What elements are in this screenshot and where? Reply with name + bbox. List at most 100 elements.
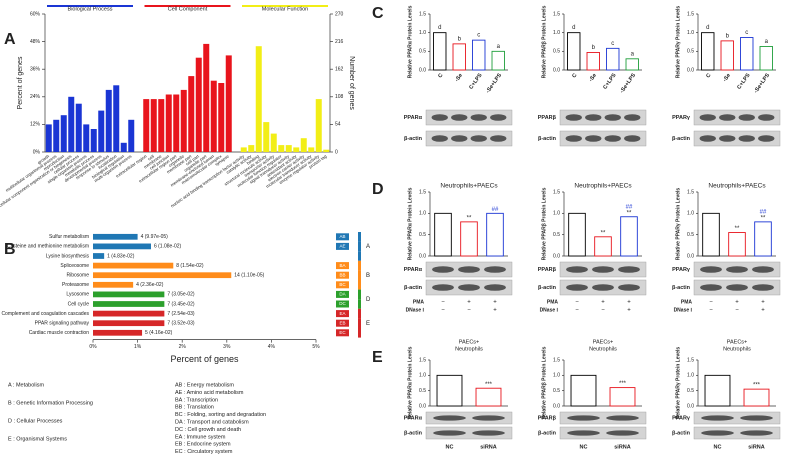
category-label: Cardiac muscle contraction bbox=[29, 330, 90, 336]
chart-title: PAECs+ bbox=[459, 339, 480, 345]
treatment-sign: − bbox=[601, 308, 605, 314]
y-tick-label: 0% bbox=[33, 149, 41, 155]
blot-band bbox=[604, 114, 621, 121]
blot bbox=[559, 411, 647, 425]
bar-letter: a bbox=[497, 44, 501, 50]
bar-letter: c bbox=[477, 33, 480, 39]
x-tick-label: -Se bbox=[588, 73, 598, 83]
blot-band bbox=[719, 135, 736, 142]
y-tick-label: 1.0 bbox=[419, 211, 426, 217]
chart-title: Neutrophils bbox=[455, 346, 483, 352]
bar bbox=[308, 147, 315, 152]
bar bbox=[93, 301, 165, 307]
blot-band bbox=[758, 135, 775, 142]
blot-band bbox=[624, 114, 641, 121]
blot-band bbox=[484, 284, 506, 291]
legend-text: B : Genetic Information Processing bbox=[8, 400, 93, 406]
blot-band bbox=[624, 135, 641, 142]
blot bbox=[693, 426, 781, 440]
legend-text: D : Cellular Processes bbox=[8, 418, 63, 424]
blot-label: PPARα bbox=[404, 115, 423, 121]
significance-mark: ## bbox=[492, 207, 499, 213]
significance-mark: *** bbox=[619, 381, 627, 387]
bar bbox=[195, 57, 202, 153]
y-tick-label: 0.0 bbox=[419, 253, 426, 259]
bar bbox=[475, 387, 502, 407]
blot-band bbox=[472, 430, 505, 436]
bar bbox=[98, 110, 105, 152]
bar-letter: c bbox=[745, 30, 748, 36]
bar bbox=[460, 221, 478, 257]
treatment-sign: − bbox=[575, 300, 579, 306]
bar bbox=[113, 85, 120, 152]
blot bbox=[693, 411, 781, 425]
category-label: Lysine biosynthesis bbox=[46, 253, 90, 259]
blot-label: β-actin bbox=[404, 430, 423, 436]
blot bbox=[425, 130, 513, 147]
blot bbox=[693, 109, 781, 126]
x-tick-label: -Se+LPS bbox=[485, 72, 503, 94]
blot-band bbox=[726, 284, 748, 291]
blot-band bbox=[566, 266, 588, 273]
y-tick-label: 1.5 bbox=[553, 357, 560, 363]
blot-label: PPARγ bbox=[672, 415, 691, 421]
bar bbox=[704, 374, 731, 407]
blot-band bbox=[740, 415, 773, 421]
bar bbox=[754, 221, 772, 257]
code-box bbox=[336, 262, 349, 270]
code-box bbox=[336, 242, 349, 250]
bar bbox=[248, 145, 255, 152]
y2-tick-label: 162 bbox=[335, 67, 344, 73]
bar bbox=[240, 147, 247, 152]
code-strip bbox=[358, 308, 361, 319]
category-label: Sulfur metabolism bbox=[49, 234, 89, 240]
panel-label: E bbox=[372, 349, 383, 366]
treatment-sign: − bbox=[441, 300, 445, 306]
y-tick-label: 0.5 bbox=[419, 49, 426, 55]
blot-band bbox=[604, 135, 621, 142]
bar bbox=[434, 212, 452, 257]
legend-text: DC : Cell growth and death bbox=[175, 427, 241, 433]
bar bbox=[255, 46, 262, 153]
code-box bbox=[336, 329, 349, 337]
blot-label: β-actin bbox=[538, 430, 557, 436]
blot-band bbox=[606, 430, 639, 436]
chart-title: PAECs+ bbox=[727, 339, 748, 345]
x-tick-label: C+LPS bbox=[602, 72, 617, 90]
bar bbox=[93, 320, 165, 327]
code-box bbox=[336, 290, 349, 298]
code-box bbox=[336, 310, 349, 318]
treatment-sign: − bbox=[709, 308, 713, 314]
blot-band bbox=[567, 430, 600, 436]
bar bbox=[105, 89, 112, 152]
category-label: Cell cycle bbox=[68, 301, 90, 307]
treatment-label: PMA bbox=[413, 299, 425, 305]
value-label: 7 (3.05e-02) bbox=[167, 292, 195, 298]
chart-title: Neutrophils+PAECs bbox=[574, 183, 632, 190]
treatment-sign: + bbox=[627, 300, 631, 306]
significance-mark: ** bbox=[627, 210, 632, 216]
blot-band bbox=[618, 284, 640, 291]
bar bbox=[323, 149, 330, 152]
blot bbox=[559, 426, 647, 440]
x-axis-title: Percent of genes bbox=[170, 354, 239, 364]
blot-band bbox=[738, 114, 755, 121]
group-label: D bbox=[366, 297, 371, 303]
x-tick-label: -Se+LPS bbox=[753, 72, 771, 94]
x-tick-label: C bbox=[705, 73, 712, 80]
blot-band bbox=[565, 114, 582, 121]
bar bbox=[93, 243, 151, 250]
y-tick-label: 0.0 bbox=[419, 67, 426, 73]
x-tick-label: C bbox=[571, 73, 578, 80]
bar bbox=[45, 124, 52, 152]
code-label: DA bbox=[339, 292, 345, 297]
value-label: 7 (3.45e-02) bbox=[167, 301, 195, 307]
x-tick-label: 1% bbox=[134, 344, 142, 350]
y-tick-label: 24% bbox=[30, 94, 41, 100]
bar bbox=[285, 145, 292, 152]
y-tick-label: 0.5 bbox=[553, 232, 560, 238]
significance-mark: ** bbox=[735, 226, 740, 232]
category-label: Proteasome bbox=[62, 282, 89, 288]
y-tick-label: 60% bbox=[30, 11, 41, 17]
